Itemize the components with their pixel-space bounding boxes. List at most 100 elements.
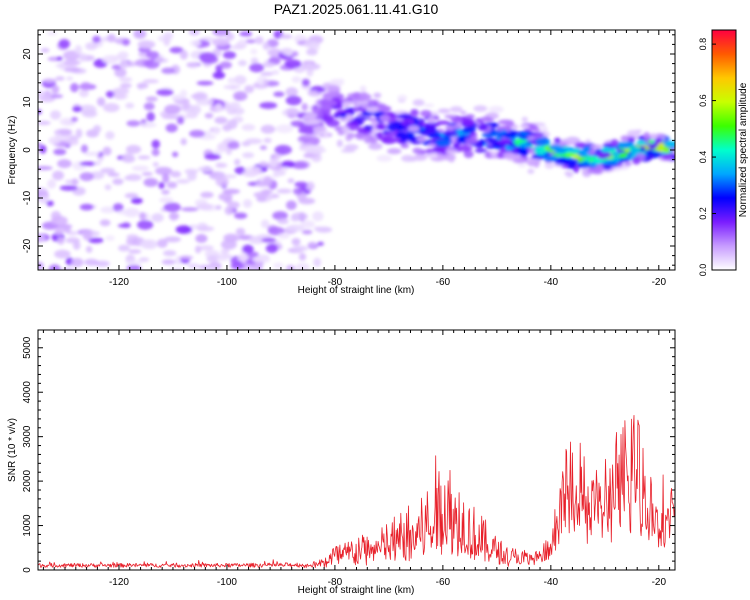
noise-blob xyxy=(265,243,278,254)
signal-blob xyxy=(580,161,591,167)
noise-blob xyxy=(105,90,116,98)
noise-blob xyxy=(280,47,293,55)
noise-blob xyxy=(163,36,171,47)
signal-blob xyxy=(356,132,364,139)
noise-blob xyxy=(175,179,190,184)
signal-blob xyxy=(381,136,397,145)
noise-blob xyxy=(176,116,185,125)
signal-blob xyxy=(367,99,379,105)
signal-blob xyxy=(315,111,324,119)
noise-blob xyxy=(204,112,214,119)
noise-blob xyxy=(70,82,79,93)
signal-blob xyxy=(649,133,657,140)
noise-blob xyxy=(143,102,155,111)
noise-blob xyxy=(313,257,322,267)
noise-blob xyxy=(227,201,240,209)
signal-blob xyxy=(344,144,359,151)
noise-blob xyxy=(212,126,221,135)
noise-blob xyxy=(122,39,131,46)
noise-blob xyxy=(125,174,142,182)
noise-blob xyxy=(153,57,169,63)
noise-blob xyxy=(242,244,254,254)
signal-blob xyxy=(376,131,383,140)
signal-blob xyxy=(520,131,530,137)
noise-blob xyxy=(262,176,273,187)
noise-blob xyxy=(272,173,280,178)
noise-blob xyxy=(267,48,282,57)
noise-blob xyxy=(250,57,259,65)
noise-blob xyxy=(197,167,215,172)
signal-blob xyxy=(347,132,355,139)
snr-series-line xyxy=(38,415,675,569)
noise-blob xyxy=(93,161,102,166)
signal-blob xyxy=(340,149,356,153)
signal-blob xyxy=(384,133,399,138)
signal-blob xyxy=(298,144,314,152)
signal-blob xyxy=(420,110,432,118)
signal-blob xyxy=(377,105,392,112)
signal-blob xyxy=(459,144,471,153)
noise-blob xyxy=(163,202,181,213)
signal-blob xyxy=(565,146,575,151)
noise-blob xyxy=(103,103,120,113)
noise-blob xyxy=(259,101,278,109)
figure-title: PAZ1.2025.061.11.41.G10 xyxy=(274,1,439,17)
noise-blob xyxy=(235,227,246,236)
noise-blob xyxy=(301,78,310,87)
signal-blob xyxy=(477,123,488,131)
noise-blob xyxy=(156,238,168,248)
noise-blob xyxy=(291,76,301,83)
colorbar-label: Normalized spectral amplitude xyxy=(738,82,749,217)
noise-blob xyxy=(104,184,112,191)
noise-blob xyxy=(151,139,161,149)
signal-blob xyxy=(465,137,478,145)
noise-blob xyxy=(166,181,178,189)
signal-blob xyxy=(544,162,555,169)
signal-blob xyxy=(436,120,450,125)
signal-blob xyxy=(597,153,608,160)
noise-blob xyxy=(254,36,264,45)
noise-blob xyxy=(214,103,223,112)
noise-blob xyxy=(301,229,313,235)
signal-blob xyxy=(618,141,634,149)
spectrogram-x-tick-label: -60 xyxy=(436,277,451,288)
noise-blob xyxy=(168,212,180,221)
signal-blob xyxy=(566,152,576,157)
signal-blob xyxy=(565,159,577,167)
noise-blob xyxy=(262,61,275,68)
signal-blob xyxy=(298,127,310,134)
noise-blob xyxy=(206,255,220,263)
noise-blob xyxy=(226,119,238,130)
noise-blob xyxy=(212,30,230,37)
snr-x-tick-label: -20 xyxy=(652,577,667,588)
signal-blob xyxy=(342,101,356,106)
colorbar-tick-label: 0.6 xyxy=(698,94,708,107)
noise-blob xyxy=(285,200,297,210)
noise-blob xyxy=(238,39,248,45)
noise-blob xyxy=(113,92,127,100)
noise-blob xyxy=(54,227,64,236)
signal-blob xyxy=(442,131,459,136)
signal-blob xyxy=(655,137,663,143)
signal-blob xyxy=(387,123,400,131)
signal-blob xyxy=(549,144,564,151)
noise-blob xyxy=(92,35,101,43)
noise-blob xyxy=(159,197,174,204)
signal-blob xyxy=(463,150,474,159)
noise-blob xyxy=(248,235,266,245)
noise-blob xyxy=(279,34,293,39)
noise-blob xyxy=(58,38,70,49)
noise-blob xyxy=(277,218,289,225)
signal-blob xyxy=(533,159,540,168)
signal-blob xyxy=(582,145,591,153)
noise-blob xyxy=(82,230,93,241)
noise-blob xyxy=(214,116,228,125)
spectrogram-x-tick-label: -40 xyxy=(544,277,559,288)
noise-blob xyxy=(284,59,302,69)
noise-blob xyxy=(162,173,170,184)
signal-blob xyxy=(454,123,463,130)
signal-blob xyxy=(617,154,628,159)
noise-blob xyxy=(312,211,324,222)
noise-blob xyxy=(62,227,72,233)
noise-blob xyxy=(291,237,301,246)
